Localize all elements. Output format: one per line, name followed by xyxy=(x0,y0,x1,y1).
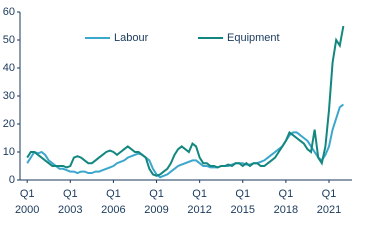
y-tick-label: 50 xyxy=(3,34,15,46)
line-series xyxy=(26,25,345,177)
x-tick-label: 2021 xyxy=(317,204,341,216)
x-tick-label: Q1 xyxy=(149,188,164,200)
x-tick-label: Q1 xyxy=(106,188,121,200)
x-tick-label: Q1 xyxy=(63,188,78,200)
y-tick-label: 10 xyxy=(3,146,15,158)
x-tick-label: 2012 xyxy=(187,204,211,216)
x-tick-label: 2003 xyxy=(58,204,82,216)
y-tick-label: 60 xyxy=(3,6,15,18)
y-tick-label: 30 xyxy=(3,90,15,102)
x-tick-label: 2015 xyxy=(231,204,255,216)
y-tick-label: 40 xyxy=(3,62,15,74)
legend-label: Labour xyxy=(114,32,149,44)
x-tick-label: 2006 xyxy=(101,204,125,216)
x-tick-label: 2000 xyxy=(15,204,39,216)
y-tick-label: 0 xyxy=(9,174,15,186)
line-series xyxy=(26,103,344,179)
y-tick-label: 20 xyxy=(3,118,15,130)
chart: 0 10 20 30 40 50 60 Q1 2000 Q1 2003 Q1 2006 Q1 2009 Q1 2… xyxy=(3,6,352,216)
x-tick-label: Q1 xyxy=(322,188,337,200)
x-tick-label: 2018 xyxy=(274,204,298,216)
x-tick-label: Q1 xyxy=(235,188,250,200)
x-tick-label: Q1 xyxy=(279,188,294,200)
x-tick-label: 2009 xyxy=(144,204,168,216)
x-tick-label: Q1 xyxy=(192,188,207,200)
legend-label: Equipment xyxy=(227,32,280,44)
x-tick-label: Q1 xyxy=(20,188,35,200)
